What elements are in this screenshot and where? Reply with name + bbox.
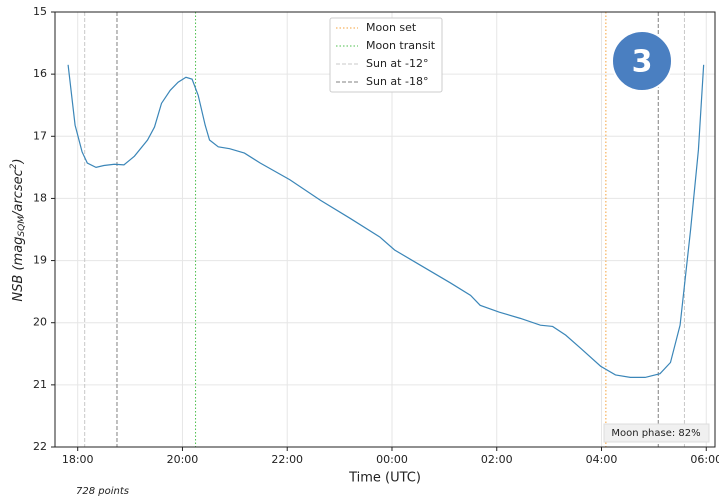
x-tick-label: 00:00 bbox=[376, 453, 408, 466]
badge-number: 3 bbox=[632, 45, 653, 80]
y-tick-label: 19 bbox=[33, 254, 47, 267]
y-tick-label: 15 bbox=[33, 5, 47, 18]
legend-label: Sun at -18° bbox=[366, 75, 428, 88]
x-tick-label: 22:00 bbox=[271, 453, 303, 466]
y-axis-label: NSB (magSQM/arcsec2) bbox=[9, 158, 27, 301]
y-tick-label: 20 bbox=[33, 316, 47, 329]
annotation-box bbox=[603, 423, 710, 443]
footnote: 728 points bbox=[76, 486, 129, 497]
legend-box bbox=[329, 17, 443, 93]
x-tick-label: 04:00 bbox=[586, 453, 618, 466]
badge-circle bbox=[611, 30, 673, 92]
y-tick-label: 22 bbox=[33, 440, 47, 453]
x-tick-label: 06:00 bbox=[690, 453, 719, 466]
x-axis-label: Time (UTC) bbox=[348, 471, 421, 486]
x-tick-label: 02:00 bbox=[481, 453, 513, 466]
x-tick-label: 20:00 bbox=[167, 453, 199, 466]
y-tick-label: 17 bbox=[33, 129, 47, 142]
data-line bbox=[67, 64, 705, 378]
y-tick-label: 16 bbox=[33, 67, 47, 80]
y-tick-label: 21 bbox=[33, 378, 47, 391]
plot-frame bbox=[54, 11, 716, 448]
legend-label: Sun at -12° bbox=[366, 57, 428, 70]
x-tick-label: 18:00 bbox=[62, 453, 94, 466]
legend-label: Moon set bbox=[366, 21, 417, 34]
legend-label: Moon transit bbox=[366, 39, 436, 52]
annotation: Moon phase: 82% bbox=[611, 428, 700, 439]
y-tick-label: 18 bbox=[33, 191, 47, 204]
